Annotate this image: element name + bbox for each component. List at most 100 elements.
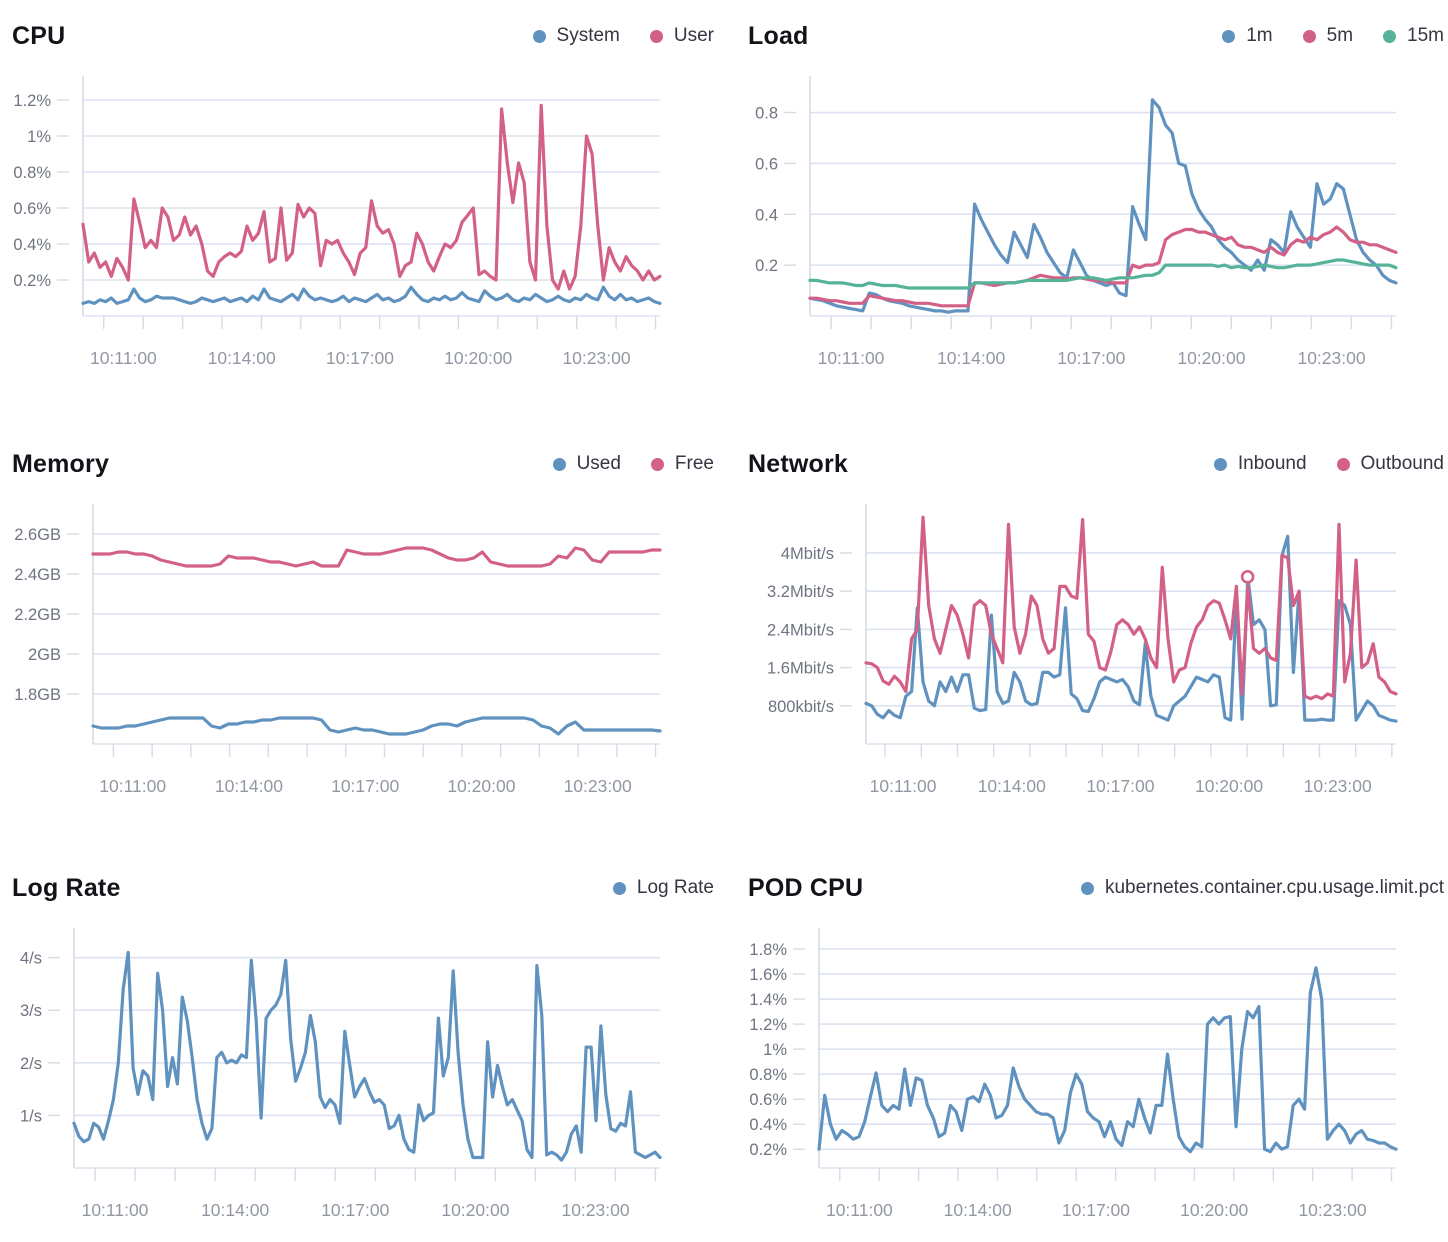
svg-text:10:20:00: 10:20:00 bbox=[1195, 776, 1263, 796]
legend-item-used[interactable]: Used bbox=[552, 453, 621, 475]
svg-text:10:14:00: 10:14:00 bbox=[944, 1200, 1012, 1220]
pod-cpu-chart-canvas[interactable]: 0.2% 0.4% 0.6% 0.8% 1% 1.2% 1.4% 1.6% 1.8% 10:11:… bbox=[748, 920, 1448, 1242]
svg-text:0.8%: 0.8% bbox=[749, 1066, 787, 1084]
legend-dot bbox=[1213, 457, 1227, 471]
chart-header: Log Rate Log Rate bbox=[12, 866, 714, 910]
legend-dot bbox=[532, 29, 546, 43]
svg-text:10:11:00: 10:11:00 bbox=[870, 776, 937, 796]
chart-legend: Used Free bbox=[552, 453, 714, 475]
legend-label: 1m bbox=[1246, 25, 1273, 46]
chart-title-load: Load bbox=[748, 21, 809, 50]
chart-legend: Log Rate bbox=[612, 877, 714, 899]
svg-text:10:14:00: 10:14:00 bbox=[201, 1200, 269, 1220]
legend-label: Free bbox=[674, 453, 714, 474]
chart-memory: Memory Used Free 1.8GB 2GB 2.2GB 2.4GB 2.6GB 1… bbox=[0, 400, 724, 820]
svg-text:800kbit/s: 800kbit/s bbox=[768, 698, 834, 716]
svg-text:1.2%: 1.2% bbox=[749, 1016, 787, 1034]
legend-item-kubernetes-container-cpu-usage-limit-pct[interactable]: kubernetes.container.cpu.usage.limit.pct bbox=[1080, 877, 1444, 899]
svg-text:10:20:00: 10:20:00 bbox=[447, 776, 515, 796]
chart-legend: System User bbox=[532, 25, 714, 47]
svg-text:1.8GB: 1.8GB bbox=[14, 686, 61, 704]
svg-text:2.4Mbit/s: 2.4Mbit/s bbox=[767, 621, 834, 639]
svg-text:10:11:00: 10:11:00 bbox=[99, 776, 166, 796]
chart-legend: 1m 5m 15m bbox=[1222, 25, 1444, 47]
svg-text:1.2%: 1.2% bbox=[13, 92, 51, 110]
svg-text:10:17:00: 10:17:00 bbox=[331, 776, 399, 796]
svg-text:10:17:00: 10:17:00 bbox=[1062, 1200, 1130, 1220]
svg-text:10:14:00: 10:14:00 bbox=[208, 348, 276, 368]
svg-text:0.6%: 0.6% bbox=[13, 200, 51, 218]
svg-text:10:20:00: 10:20:00 bbox=[441, 1200, 509, 1220]
legend-label: Inbound bbox=[1237, 453, 1307, 474]
legend-item-1m[interactable]: 1m bbox=[1222, 25, 1273, 47]
svg-text:4/s: 4/s bbox=[20, 950, 42, 968]
legend-dot bbox=[649, 29, 663, 43]
svg-text:2/s: 2/s bbox=[20, 1055, 42, 1073]
svg-text:0.2: 0.2 bbox=[755, 257, 778, 275]
log-rate-chart-canvas[interactable]: 1/s 2/s 3/s 4/s 10:11:00 10:14:00 10:17:00 10:2… bbox=[12, 920, 712, 1242]
chart-header: Memory Used Free bbox=[12, 442, 714, 486]
svg-text:10:17:00: 10:17:00 bbox=[321, 1200, 389, 1220]
chart-header: CPU System User bbox=[12, 14, 714, 58]
network-chart-canvas[interactable]: 800kbit/s 1.6Mbit/s 2.4Mbit/s 3.2Mbit/s 4Mbi… bbox=[748, 496, 1448, 818]
chart-title-memory: Memory bbox=[12, 449, 110, 478]
svg-text:0.6: 0.6 bbox=[755, 155, 778, 173]
chart-legend: kubernetes.container.cpu.usage.limit.pct bbox=[1080, 877, 1444, 899]
chart-header: POD CPU kubernetes.container.cpu.usage.l… bbox=[748, 866, 1444, 910]
svg-text:10:11:00: 10:11:00 bbox=[90, 348, 157, 368]
svg-text:1.8%: 1.8% bbox=[749, 941, 787, 959]
svg-text:10:23:00: 10:23:00 bbox=[561, 1200, 629, 1220]
chart-log-rate: Log Rate Log Rate 1/s 2/s 3/s 4/s 10:11:00 10… bbox=[0, 820, 724, 1228]
legend-item-outbound[interactable]: Outbound bbox=[1336, 453, 1444, 475]
legend-label: 15m bbox=[1407, 25, 1444, 46]
legend-label: System bbox=[556, 25, 620, 46]
legend-item-15m[interactable]: 15m bbox=[1383, 25, 1444, 47]
svg-text:1.4%: 1.4% bbox=[749, 991, 787, 1009]
legend-dot bbox=[1302, 29, 1316, 43]
legend-label: Outbound bbox=[1360, 453, 1444, 474]
svg-text:0.2%: 0.2% bbox=[749, 1141, 787, 1159]
svg-text:3.2Mbit/s: 3.2Mbit/s bbox=[767, 583, 834, 601]
legend-item-log-rate[interactable]: Log Rate bbox=[612, 877, 714, 899]
svg-text:0.8: 0.8 bbox=[755, 105, 778, 123]
svg-text:1/s: 1/s bbox=[20, 1107, 42, 1125]
svg-text:10:14:00: 10:14:00 bbox=[978, 776, 1046, 796]
chart-title-log-rate: Log Rate bbox=[12, 873, 121, 902]
cpu-chart-canvas[interactable]: 0.2% 0.4% 0.6% 0.8% 1% 1.2% 10:11:00 10:14:00 10… bbox=[12, 68, 712, 390]
legend-dot bbox=[1383, 29, 1397, 43]
legend-dot bbox=[612, 881, 626, 895]
legend-dot bbox=[552, 457, 566, 471]
chart-title-network: Network bbox=[748, 449, 849, 478]
svg-text:10:23:00: 10:23:00 bbox=[1304, 776, 1372, 796]
chart-title-cpu: CPU bbox=[12, 21, 66, 50]
svg-text:10:11:00: 10:11:00 bbox=[82, 1200, 149, 1220]
legend-dot bbox=[1080, 881, 1094, 895]
svg-text:1%: 1% bbox=[27, 128, 51, 146]
svg-text:1.6%: 1.6% bbox=[749, 966, 787, 984]
legend-item-system[interactable]: System bbox=[532, 25, 620, 47]
svg-text:2.4GB: 2.4GB bbox=[14, 566, 61, 584]
chart-network: Network Inbound Outbound 800kbit/s 1.6Mbit… bbox=[724, 400, 1448, 820]
chart-pod-cpu: POD CPU kubernetes.container.cpu.usage.l… bbox=[724, 820, 1448, 1228]
svg-text:10:17:00: 10:17:00 bbox=[1086, 776, 1154, 796]
svg-text:10:14:00: 10:14:00 bbox=[215, 776, 283, 796]
svg-text:2.6GB: 2.6GB bbox=[14, 526, 61, 544]
svg-text:0.2%: 0.2% bbox=[13, 272, 51, 290]
svg-text:0.4%: 0.4% bbox=[13, 236, 51, 254]
svg-text:10:20:00: 10:20:00 bbox=[444, 348, 512, 368]
legend-item-free[interactable]: Free bbox=[650, 453, 714, 475]
chart-load: Load 1m 5m 15m 0.2 0.4 0.6 0.8 10:11:00 10:14:0… bbox=[724, 0, 1448, 400]
legend-label: Log Rate bbox=[636, 877, 714, 898]
legend-item-5m[interactable]: 5m bbox=[1302, 25, 1353, 47]
svg-text:1%: 1% bbox=[763, 1041, 787, 1059]
svg-text:0.8%: 0.8% bbox=[13, 164, 51, 182]
legend-label: Used bbox=[576, 453, 621, 474]
legend-item-inbound[interactable]: Inbound bbox=[1213, 453, 1307, 475]
legend-dot bbox=[1222, 29, 1236, 43]
load-chart-canvas[interactable]: 0.2 0.4 0.6 0.8 10:11:00 10:14:00 10:17:00 10:2… bbox=[748, 68, 1448, 390]
chart-header: Network Inbound Outbound bbox=[748, 442, 1444, 486]
legend-item-user[interactable]: User bbox=[649, 25, 714, 47]
memory-chart-canvas[interactable]: 1.8GB 2GB 2.2GB 2.4GB 2.6GB 10:11:00 10:14:00 1… bbox=[12, 496, 712, 818]
svg-text:10:23:00: 10:23:00 bbox=[1297, 348, 1365, 368]
svg-text:0.4: 0.4 bbox=[755, 206, 778, 224]
